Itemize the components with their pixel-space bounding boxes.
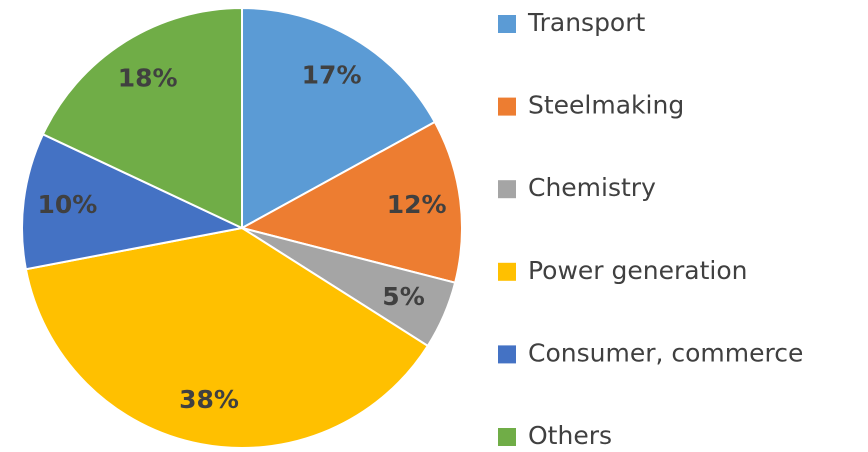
pie-slice: [24, 226, 430, 449]
legend-label: Consumer, commerce: [528, 338, 803, 367]
data-label: 5%: [382, 282, 424, 311]
legend-label: Power generation: [528, 256, 748, 285]
legend-swatch: [498, 97, 516, 116]
data-label: 38%: [179, 385, 239, 414]
pie-slice: [241, 6, 437, 230]
pie-slice: [21, 132, 246, 271]
legend-label: Steelmaking: [528, 91, 684, 120]
data-label: 10%: [37, 190, 97, 219]
legend-swatch: [498, 262, 516, 281]
legend-swatch: [498, 180, 516, 199]
data-label: 17%: [302, 61, 362, 90]
data-label: 18%: [118, 63, 178, 92]
legend-label: Others: [528, 421, 612, 450]
pie-slice: [239, 120, 463, 284]
legend-label: Transport: [527, 8, 646, 37]
pie-slice: [41, 6, 243, 230]
legend-label: Chemistry: [528, 173, 656, 202]
legend-swatch: [498, 15, 516, 33]
data-label: 12%: [387, 190, 447, 219]
legend-swatch: [498, 345, 516, 364]
legend-swatch: [498, 428, 516, 446]
